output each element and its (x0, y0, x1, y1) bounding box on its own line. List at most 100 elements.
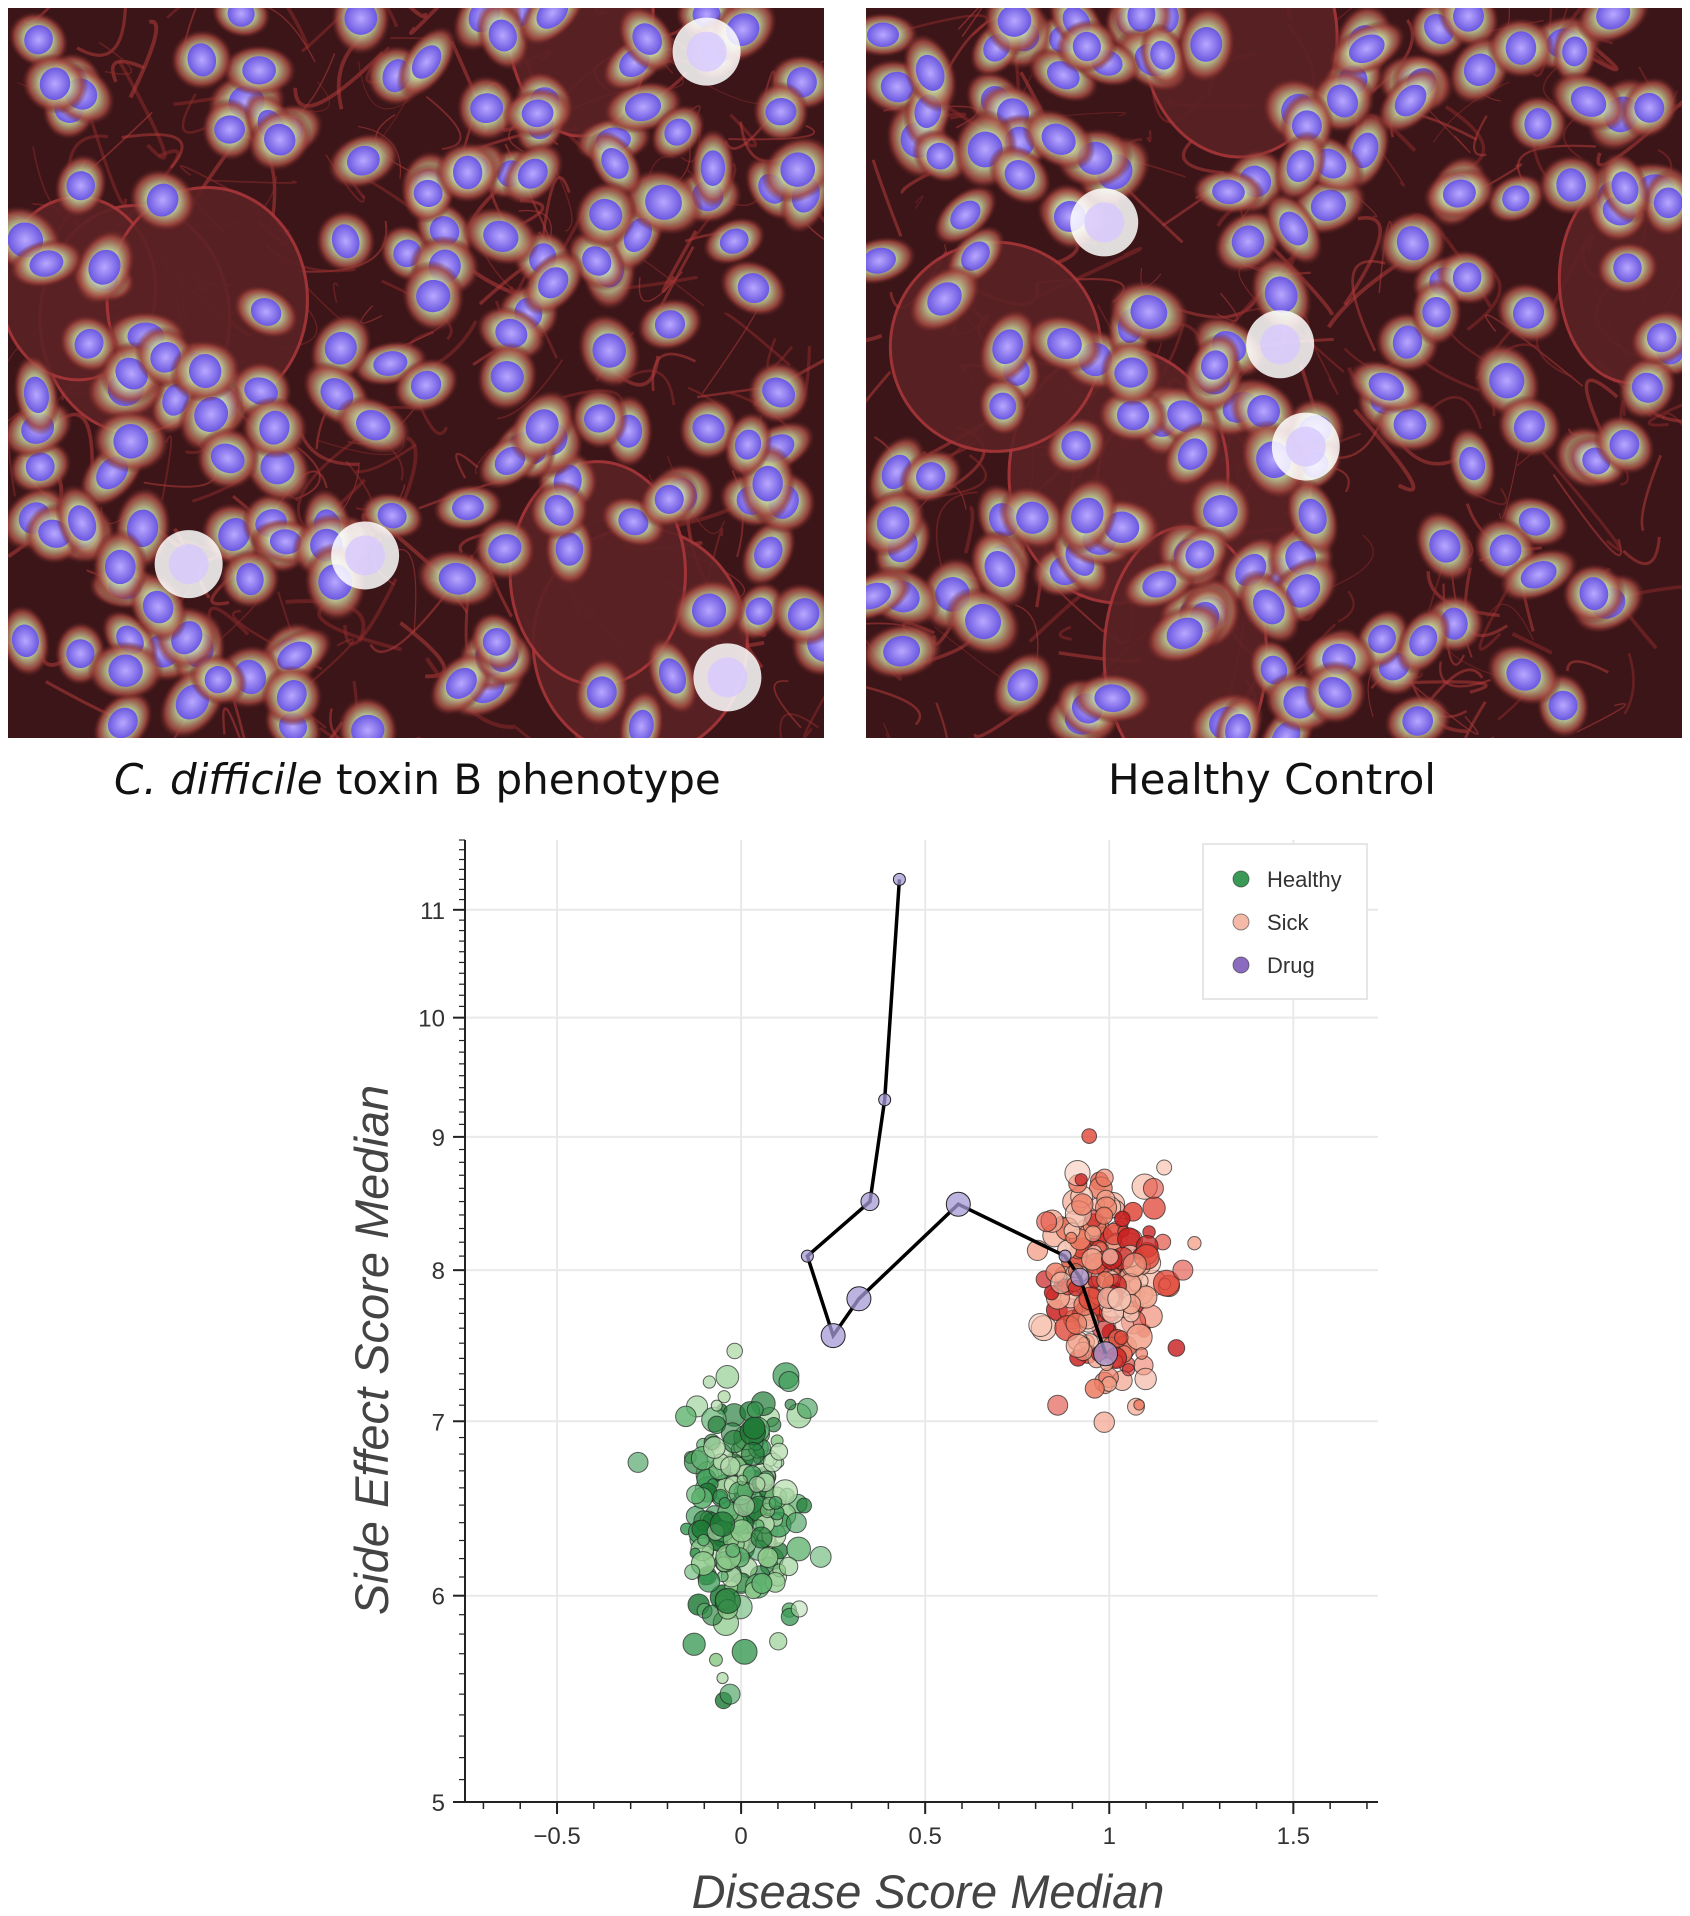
drug-point (878, 1093, 892, 1107)
drug-point (860, 1192, 880, 1212)
drug-point (1058, 1249, 1072, 1263)
sick-point (1065, 1312, 1088, 1335)
healthy-point (720, 1456, 741, 1477)
healthy-point (714, 1587, 741, 1614)
sick-point (1135, 1347, 1149, 1360)
sick-point (1096, 1271, 1115, 1290)
sick-point (1134, 1367, 1157, 1391)
chart-legend: Healthy Sick Drug (1202, 843, 1368, 1000)
y-tick-label: 7 (432, 1409, 445, 1436)
healthy-point (731, 1638, 758, 1665)
legend-marker-healthy (1232, 870, 1250, 888)
healthy-point (716, 1671, 729, 1685)
healthy-point (717, 1390, 731, 1404)
sick-outlier-point (1047, 1394, 1069, 1416)
sick-point (1142, 1196, 1166, 1220)
healthy-point (736, 1474, 748, 1486)
drug-point (1093, 1341, 1119, 1367)
healthy-point (725, 1543, 741, 1558)
healthy-point (809, 1546, 832, 1568)
cdiff-phenotype-image (8, 8, 824, 738)
sick-outlier-point (1172, 1259, 1194, 1281)
healthy-point (726, 1342, 743, 1360)
sick-point (1081, 1248, 1104, 1271)
healthy-point (751, 1572, 773, 1594)
healthy-point (710, 1399, 723, 1412)
healthy-point (709, 1511, 736, 1537)
healthy-point (769, 1632, 788, 1651)
sick-point (1065, 1231, 1078, 1244)
healthy-point (790, 1600, 808, 1618)
sick-point (1095, 1206, 1114, 1225)
healthy-point (770, 1442, 789, 1461)
y-tick-label: 8 (432, 1258, 445, 1285)
legend-marker-sick (1232, 913, 1250, 931)
healthy-control-image (866, 8, 1682, 738)
y-tick-label: 5 (432, 1790, 445, 1817)
sick-point (1081, 1128, 1098, 1144)
legend-label-healthy: Healthy (1267, 867, 1342, 892)
x-tick-label: 0.5 (908, 1823, 941, 1850)
healthy-point (748, 1476, 766, 1493)
chart-points (627, 872, 1202, 1710)
y-tick-label: 10 (418, 1006, 445, 1033)
legend-marker-drug (1232, 956, 1250, 974)
chart-axes: −0.5 0 0.5 1 1.5 5 6 7 8 9 10 11 (418, 839, 1378, 1850)
healthy-point (733, 1495, 755, 1517)
drug-trajectory-line (805, 879, 1108, 1355)
y-tick-label: 6 (432, 1584, 445, 1611)
sick-outlier-point (1142, 1177, 1164, 1199)
sick-point (1071, 1193, 1094, 1216)
healthy-outlier-point (778, 1371, 800, 1393)
healthy-point (746, 1401, 764, 1419)
legend-label-drug: Drug (1267, 953, 1315, 978)
drug-point (800, 1249, 814, 1263)
healthy-point (715, 1365, 740, 1389)
drug-point (846, 1286, 872, 1312)
drug-point (1070, 1267, 1090, 1287)
legend-label-sick: Sick (1267, 910, 1310, 935)
drug-point (820, 1323, 846, 1349)
x-tick-label: 1 (1103, 1823, 1116, 1850)
sick-point (1122, 1252, 1147, 1277)
microscopy-image-icon (8, 8, 824, 738)
sick-point (1125, 1323, 1153, 1351)
sick-point (1167, 1339, 1186, 1357)
sick-point (1152, 1269, 1180, 1297)
microscopy-image-icon (866, 8, 1682, 738)
healthy-outlier-point (796, 1397, 818, 1419)
healthy-point (778, 1556, 799, 1577)
healthy-point (686, 1484, 706, 1505)
sick-point (1084, 1225, 1102, 1243)
y-tick-label: 11 (420, 898, 445, 925)
healthy-point (682, 1632, 706, 1656)
sick-point (1187, 1236, 1202, 1251)
sick-point (1113, 1330, 1129, 1345)
sick-point (1107, 1286, 1132, 1312)
healthy-point (786, 1536, 811, 1562)
y-axis-title: Side Effect Score Median (345, 1085, 398, 1615)
x-axis-title: Disease Score Median (692, 1865, 1165, 1916)
x-tick-label: −0.5 (533, 1823, 580, 1850)
healthy-point (796, 1497, 813, 1514)
healthy-outlier-point (627, 1451, 649, 1473)
sick-point (1065, 1333, 1090, 1358)
healthy-outlier-point (785, 1512, 807, 1534)
healthy-point (684, 1563, 701, 1580)
sick-point (1133, 1399, 1145, 1411)
healthy-point (718, 1497, 731, 1509)
caption-phenotype-text: toxin B phenotype (322, 755, 721, 804)
y-tick-label: 9 (432, 1125, 445, 1152)
healthy-point (768, 1496, 783, 1510)
sick-point (1095, 1168, 1114, 1188)
caption-italic-species: C. difficile (114, 755, 323, 804)
x-tick-label: 0 (734, 1823, 747, 1850)
drug-point (892, 872, 906, 886)
sick-point (1121, 1363, 1136, 1377)
sick-point (1114, 1210, 1131, 1228)
legend-box (1202, 843, 1368, 1000)
healthy-point (703, 1436, 726, 1459)
drug-point (945, 1191, 971, 1217)
healthy-point (702, 1375, 717, 1389)
